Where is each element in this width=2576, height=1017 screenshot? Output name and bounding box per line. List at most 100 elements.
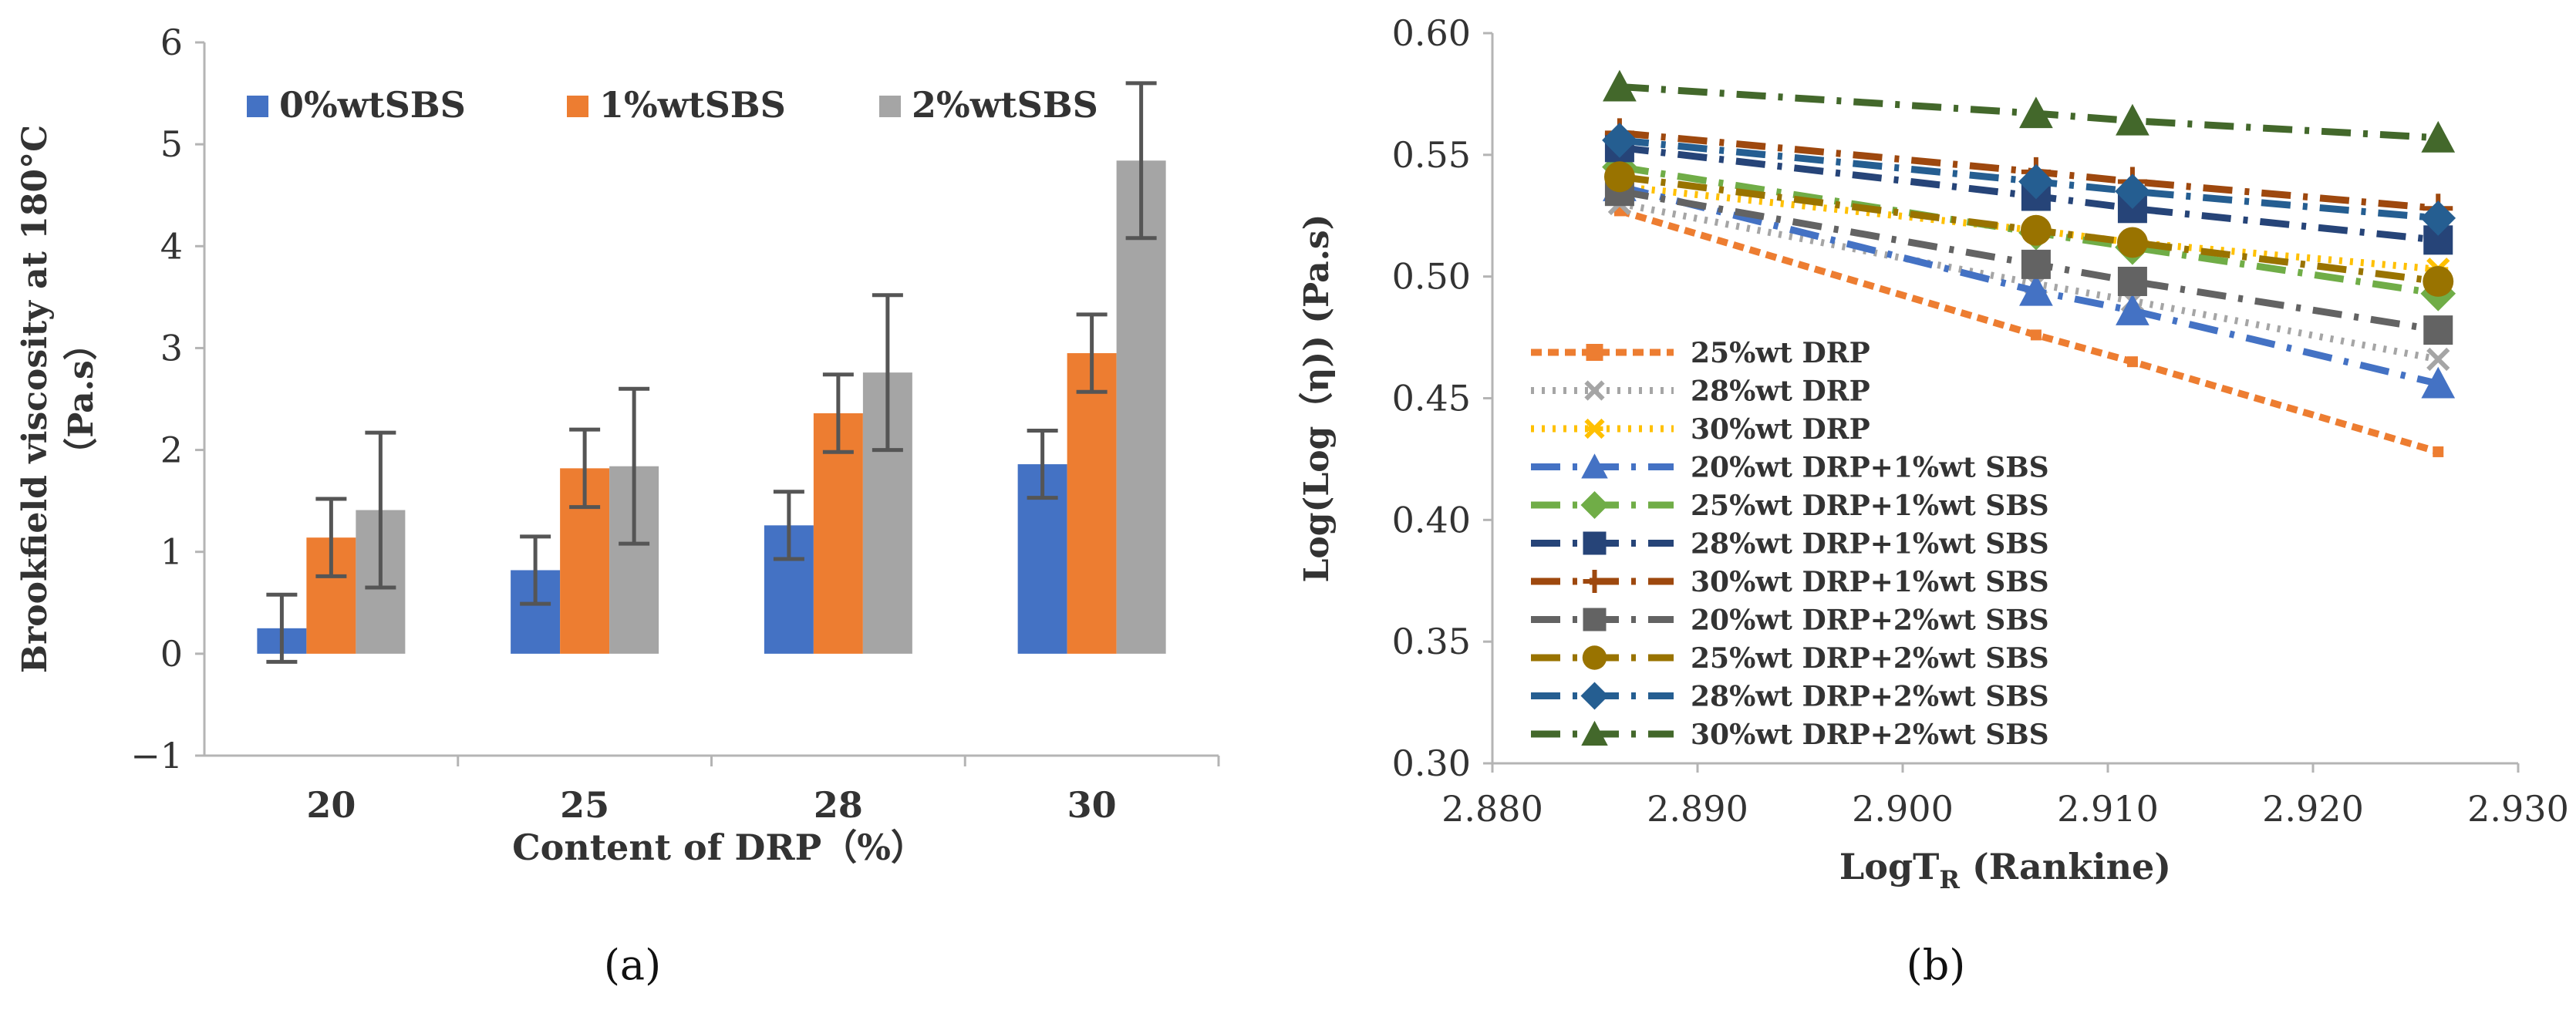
- y-tick-label: 0.45: [1392, 378, 1471, 419]
- data-point: [2020, 214, 2052, 246]
- data-point: [1580, 682, 1609, 710]
- data-point: [1581, 453, 1608, 479]
- data-point: [2126, 356, 2138, 368]
- legend-label: 20%wt DRP+1%wt SBS: [1691, 452, 2049, 484]
- x-category-label: 25: [560, 784, 609, 826]
- x-axis-title-part: R: [1939, 865, 1960, 894]
- y-axis-title-line1: Brookfield viscosity at 180°C: [15, 125, 55, 673]
- data-point: [2420, 200, 2456, 236]
- legend-swatch: [567, 96, 588, 117]
- data-point: [2019, 274, 2053, 306]
- panel-a-bar-chart: −1 0 1 2 3 4 5 6 20 25 28 30 Content of DRP（%） Brookf…: [15, 22, 1220, 868]
- legend-label: 25%wt DRP: [1691, 337, 1870, 369]
- data-point: [2433, 446, 2444, 457]
- data-point: [1586, 344, 1603, 361]
- legend-swatch: [247, 96, 268, 117]
- data-point: [1580, 491, 1609, 519]
- legend-label: 30%wt DRP+2%wt SBS: [1691, 719, 2049, 751]
- legend-label: 28%wt DRP+2%wt SBS: [1691, 681, 2049, 713]
- legend-label: 28%wt DRP: [1691, 375, 1870, 408]
- series-line: [1619, 136, 2439, 222]
- x-axis-title: Content of DRP（%）: [512, 827, 926, 868]
- legend-label: 30%wt DRP+1%wt SBS: [1691, 566, 2049, 598]
- data-point: [1581, 720, 1608, 746]
- x-tick-label: 2.930: [2467, 788, 2569, 830]
- data-point: [1603, 161, 1635, 193]
- legend-label: 25%wt DRP+1%wt SBS: [1691, 490, 2049, 522]
- data-point: [2423, 315, 2453, 345]
- y-tick-label: 0.35: [1392, 621, 1471, 662]
- legend-label: 28%wt DRP+1%wt SBS: [1691, 528, 2049, 561]
- y-tick-label: −1: [130, 735, 183, 776]
- data-point: [1584, 380, 1605, 401]
- y-tick-label: 0.50: [1392, 256, 1471, 298]
- series-line: [1619, 83, 2439, 142]
- y-tick-label: 6: [160, 22, 183, 63]
- panel-a-label: (a): [604, 941, 661, 989]
- series-line: [1618, 183, 2439, 387]
- panel-b-line-chart: 0.30 0.35 0.40 0.45 0.50 0.55 0.60 2.880 2.890 2.…: [1297, 12, 2569, 894]
- y-tick-label: 0.40: [1392, 499, 1471, 540]
- data-point: [2018, 163, 2054, 200]
- series-line: [1619, 183, 2439, 273]
- data-point: [2116, 294, 2149, 325]
- legend-label: 25%wt DRP+2%wt SBS: [1691, 642, 2049, 675]
- y-tick-label: 0.30: [1392, 743, 1471, 784]
- x-axis-title: LogTR (Rankine): [1839, 846, 2171, 894]
- data-point: [2421, 120, 2456, 153]
- data-point: [2421, 366, 2456, 399]
- x-tick-label: 2.880: [1441, 788, 1543, 830]
- y-axis-title-line2: （Pa.s）: [62, 326, 101, 472]
- bar: [1067, 353, 1117, 654]
- data-point: [2021, 249, 2051, 279]
- x-category-label: 28: [814, 784, 863, 826]
- data-point: [1584, 418, 1605, 439]
- data-point: [1602, 123, 1637, 158]
- x-tick-label: 2.900: [1852, 788, 1954, 830]
- y-tick-label: 2: [160, 429, 183, 471]
- series-line: [1619, 187, 2439, 334]
- data-point: [1583, 531, 1607, 555]
- data-point: [2030, 329, 2042, 341]
- x-category-label: 20: [306, 784, 356, 826]
- x-axis-title-part: LogT: [1839, 846, 1939, 887]
- bar: [1116, 160, 1166, 654]
- legend-swatch: [879, 96, 901, 117]
- series-line: [1619, 129, 2439, 212]
- x-tick-label: 2.890: [1647, 788, 1748, 830]
- y-tick-label: 3: [160, 327, 183, 369]
- x-tick-label: 2.920: [2262, 788, 2364, 830]
- legend-label: 20%wt DRP+2%wt SBS: [1691, 604, 2049, 637]
- y-axis-title: Brookfield viscosity at 180°C （Pa.s）: [15, 125, 101, 673]
- data-point: [2019, 96, 2053, 129]
- y-tick-label: 5: [160, 123, 183, 165]
- data-point: [2116, 103, 2149, 136]
- panel-b-label: (b): [1907, 941, 1966, 989]
- series-line: [1619, 173, 2439, 285]
- data-point: [2423, 266, 2454, 297]
- y-tick-label: 0.60: [1392, 12, 1471, 54]
- legend-label: 2%wtSBS: [912, 84, 1098, 126]
- data-point: [2115, 173, 2150, 209]
- data-point: [2117, 266, 2147, 296]
- x-axis-title-part: (Rankine): [1960, 846, 2171, 887]
- series-line: [1618, 207, 2439, 456]
- data-point: [1582, 645, 1607, 670]
- y-tick-label: 0.55: [1392, 134, 1471, 176]
- x-tick-label: 2.910: [2057, 788, 2159, 830]
- series-line: [1619, 163, 2439, 298]
- x-category-label: 30: [1067, 784, 1117, 826]
- data-point: [1583, 608, 1607, 631]
- series-line: [1619, 143, 2439, 244]
- data-point: [1603, 69, 1637, 102]
- data-point: [2116, 227, 2148, 258]
- data-point: [2426, 347, 2450, 372]
- legend-label: 1%wtSBS: [599, 84, 786, 126]
- y-tick-label: 1: [160, 531, 183, 573]
- y-tick-label: 0: [160, 633, 183, 675]
- legend-label: 30%wt DRP: [1691, 413, 1870, 446]
- y-axis-title: Log(Log（η)) (Pa.s): [1297, 214, 1337, 582]
- y-tick-label: 4: [160, 225, 183, 267]
- data-point: [1583, 570, 1607, 593]
